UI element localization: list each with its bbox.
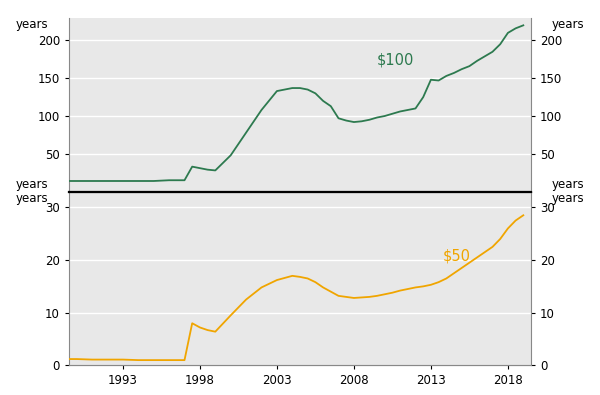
Text: years: years — [551, 178, 584, 191]
Text: $50: $50 — [443, 248, 471, 263]
Text: years: years — [16, 178, 49, 191]
Text: years: years — [551, 18, 584, 31]
Text: $100: $100 — [377, 53, 415, 68]
Text: years: years — [551, 192, 584, 205]
Text: years: years — [16, 192, 49, 205]
Text: years: years — [16, 18, 49, 31]
